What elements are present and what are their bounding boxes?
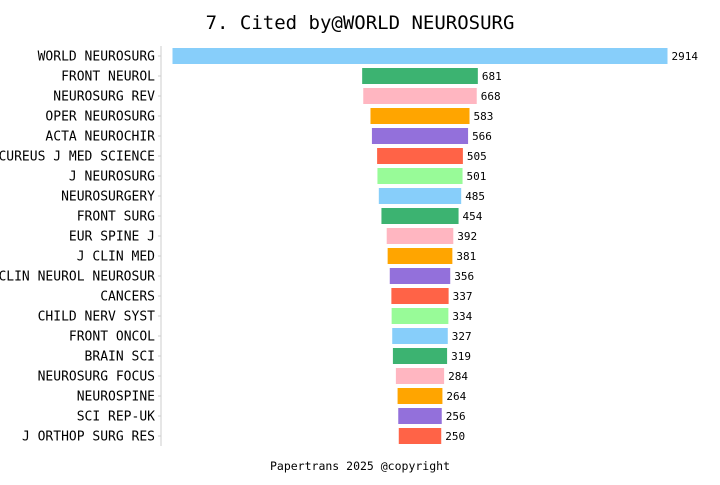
value-label: 501 — [467, 170, 487, 183]
y-tick-label: NEUROSPINE — [77, 390, 155, 405]
bar — [387, 248, 453, 264]
value-label: 485 — [465, 190, 485, 203]
value-label: 256 — [446, 410, 466, 423]
value-label: 284 — [448, 370, 468, 383]
y-tick-label: FRONT ONCOL — [69, 330, 155, 345]
bar — [371, 128, 469, 144]
value-label: 2914 — [672, 50, 699, 63]
value-label: 681 — [482, 70, 502, 83]
bar — [381, 208, 459, 224]
value-label: 583 — [474, 110, 494, 123]
bar — [391, 308, 449, 324]
bar — [392, 348, 448, 364]
bar — [391, 288, 449, 304]
y-tick-label: BRAIN SCI — [85, 350, 155, 365]
value-label: 454 — [463, 210, 483, 223]
y-tick-label: J NEUROSURG — [69, 170, 155, 185]
value-label: 334 — [452, 310, 472, 323]
y-tick-label: CANCERS — [100, 290, 155, 305]
y-tick-label: SCI REP-UK — [77, 410, 155, 425]
bar — [398, 408, 442, 424]
bar — [398, 428, 442, 444]
value-labels: 2914 681 668 583 566 505 501 485 454 392 381 356 337… — [445, 50, 698, 443]
y-tick-label: OPER NEUROSURG — [45, 110, 155, 125]
copyright-footer: Papertrans 2025 @copyright — [270, 459, 450, 473]
bar — [172, 48, 668, 64]
y-tick-label: EUR SPINE J — [69, 230, 155, 245]
value-label: 566 — [472, 130, 492, 143]
bar — [377, 148, 463, 164]
bar — [363, 88, 477, 104]
y-tick-label: FRONT SURG — [77, 210, 155, 225]
value-label: 356 — [454, 270, 474, 283]
bar — [397, 388, 443, 404]
y-tick-label: WORLD NEUROSURG — [38, 50, 156, 65]
y-tick-label: CHILD NERV SYST — [38, 310, 156, 325]
bar — [395, 368, 445, 384]
y-tick-label: J ORTHOP SURG RES — [22, 430, 155, 445]
value-label: 668 — [481, 90, 501, 103]
bar — [389, 268, 451, 284]
y-tick-label: NEUROSURG REV — [53, 90, 155, 105]
y-tick-label: J CLIN MED — [77, 250, 155, 265]
value-label: 327 — [452, 330, 472, 343]
value-label: 337 — [453, 290, 473, 303]
bar — [377, 168, 463, 184]
bar — [362, 68, 478, 84]
y-tick-label: NEUROSURGERY — [61, 190, 155, 205]
bar — [392, 328, 448, 344]
value-label: 392 — [457, 230, 477, 243]
value-label: 264 — [446, 390, 466, 403]
value-label: 250 — [445, 430, 465, 443]
y-tick-labels: WORLD NEUROSURG FRONT NEUROL NEUROSURG REV… — [0, 50, 161, 445]
bar — [370, 108, 470, 124]
y-tick-label: CLIN NEUROL NEUROSUR — [0, 270, 155, 285]
bar — [386, 228, 454, 244]
y-tick-label: CUREUS J MED SCIENCE — [0, 150, 155, 165]
value-label: 319 — [451, 350, 471, 363]
y-tick-label: NEUROSURG FOCUS — [38, 370, 155, 385]
bars — [172, 48, 668, 444]
y-tick-label: FRONT NEUROL — [61, 70, 155, 85]
bar — [378, 188, 462, 204]
y-tick-label: ACTA NEUROCHIR — [45, 130, 155, 145]
chart-title: 7. Cited by@WORLD NEUROSURG — [206, 12, 515, 34]
value-label: 381 — [456, 250, 476, 263]
value-label: 505 — [467, 150, 487, 163]
